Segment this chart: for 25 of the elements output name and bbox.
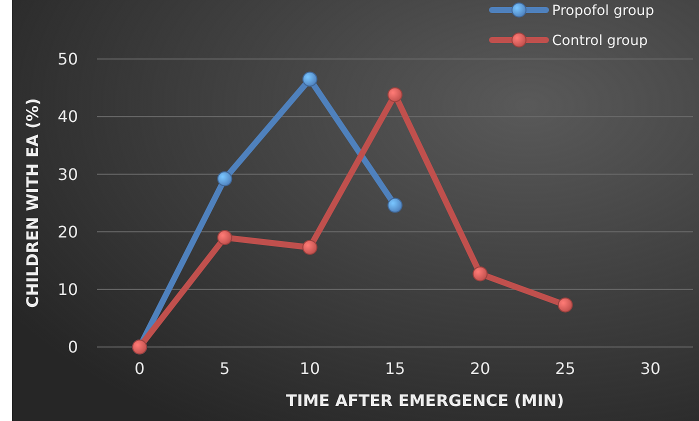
x-tick-label: 20 [470, 359, 490, 378]
x-tick-label: 15 [384, 359, 406, 378]
x-tick-label: 5 [220, 359, 230, 378]
point [217, 171, 232, 186]
y-tick-label: 10 [58, 280, 78, 299]
y-tick-label: 0 [68, 338, 78, 357]
y-tick-label: 50 [58, 50, 78, 69]
point [302, 72, 318, 87]
point [388, 87, 402, 102]
x-tick-label: 0 [134, 359, 145, 378]
y-tick-label: 30 [58, 164, 78, 184]
point [217, 230, 232, 246]
point [388, 198, 402, 213]
x-axis-title: TIME AFTER EMERGENCE (MIN) [286, 391, 564, 410]
y-tick-label: 40 [58, 107, 78, 126]
x-tick-label: 10 [300, 359, 320, 378]
x-tick-label: 25 [555, 359, 576, 378]
x-tick-label: 30 [640, 359, 661, 378]
point [302, 240, 318, 255]
legend-label: Propofol group [552, 2, 654, 19]
point [558, 297, 573, 312]
y-tick-label: 20 [58, 222, 78, 242]
point [472, 266, 488, 282]
legend-label: Control group [552, 32, 648, 49]
y-axis-title: CHILDREN WITH EA (%) [23, 98, 42, 308]
